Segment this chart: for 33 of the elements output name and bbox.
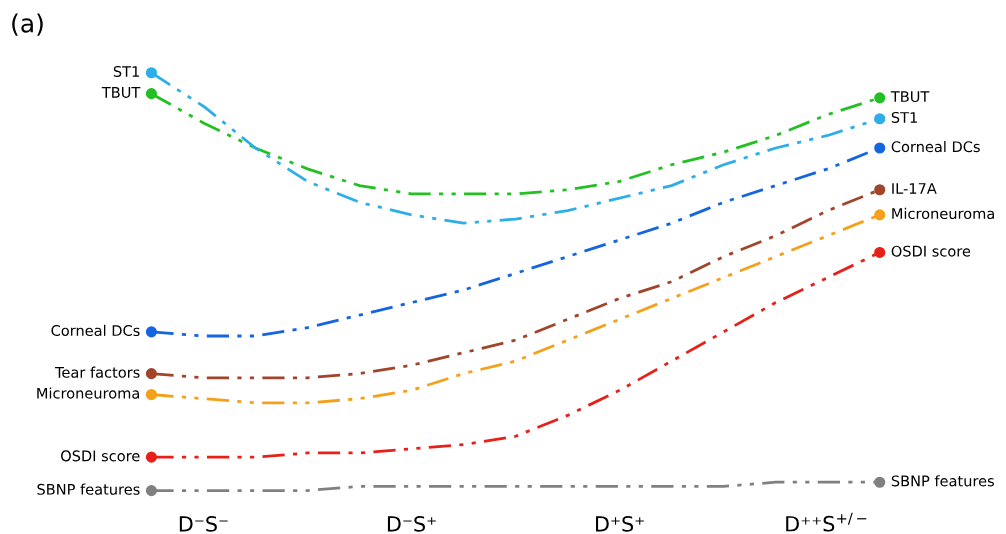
series-label: OSDI score	[61, 450, 140, 462]
point	[145, 368, 157, 380]
annotation: Corneal DCs	[891, 140, 980, 153]
point	[874, 476, 886, 488]
point	[145, 326, 157, 338]
series-label: Corneal DCs	[51, 324, 140, 337]
series-label: Microneuroma	[37, 387, 139, 399]
series-label: ST1	[113, 65, 139, 78]
point	[145, 451, 157, 463]
annotation: SBNP features	[891, 475, 994, 487]
series-label: SBNP features	[37, 483, 140, 495]
annotation: IL-17A	[892, 183, 937, 194]
point	[874, 209, 886, 221]
series-label: Tear factors	[54, 366, 140, 378]
point	[145, 388, 157, 401]
chart-title: (a)	[12, 13, 43, 36]
point	[145, 88, 157, 100]
annotation: OSDI score	[891, 245, 971, 257]
x-tick-label: D⁻S⁻	[179, 516, 228, 532]
point	[874, 142, 886, 154]
series-label: TBUT	[101, 87, 141, 98]
x-tick-label: D⁺⁺S$^{+/−}$	[786, 512, 867, 532]
point	[874, 113, 886, 125]
x-tick-label: D⁺S⁺	[596, 516, 644, 532]
point	[874, 246, 886, 258]
annotation: TBUT	[890, 91, 930, 103]
x-tick-label: D⁻S⁺	[387, 516, 436, 532]
point	[145, 67, 157, 79]
annotation: ST1	[891, 111, 917, 123]
annotation: Microneuroma	[892, 207, 994, 220]
point	[874, 92, 886, 104]
point	[874, 184, 886, 196]
point	[145, 485, 157, 497]
